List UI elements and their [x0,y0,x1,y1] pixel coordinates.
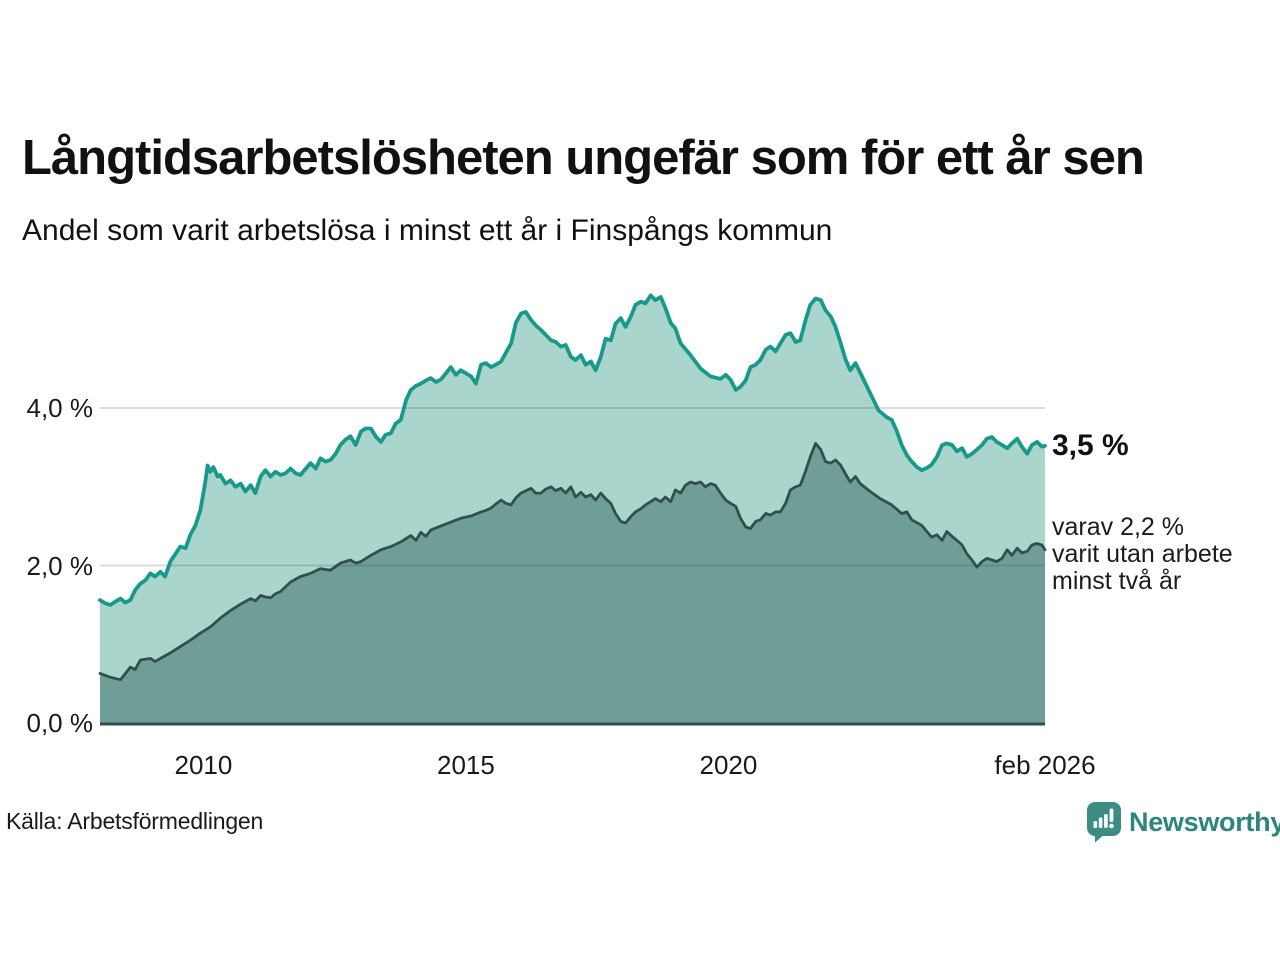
series-line-one-year [98,293,1047,607]
newsworthy-logo-text: Newsworthy [1129,806,1280,837]
gridlines [100,407,1045,567]
x-tick-label: 2020 [699,750,758,780]
y-tick-label: 4,0 % [26,393,94,423]
y-tick-label: 2,0 % [26,550,94,581]
series-line-two-year [98,442,1047,682]
x-tick-label: 2015 [437,750,495,780]
annotation-note-line: varit utan arbete [1052,539,1233,568]
source-label: Källa: Arbetsförmedlingen [6,808,264,834]
area-fill-two-year [100,443,1045,723]
annotation-two-year-note: varav 2,2 % varit utan arbete minst två år [1052,512,1278,595]
chart-subtitle: Andel som varit arbetslösa i minst ett å… [22,214,833,247]
page-title: Långtidsarbetslösheten ungefär som för e… [22,131,1145,185]
annotation-note-line: varav 2,2 % [1052,512,1185,541]
newsworthy-logo-icon [1087,802,1121,843]
x-tick-label: feb 2026 [994,750,1096,780]
x-tick-label: 2010 [174,750,233,780]
annotation-note-line: minst två år [1052,566,1182,595]
annotation-latest-value: 3,5 % [1052,428,1129,462]
newsworthy-logo: Newsworthy [1086,801,1280,843]
y-tick-label: 0,0 % [26,708,94,738]
